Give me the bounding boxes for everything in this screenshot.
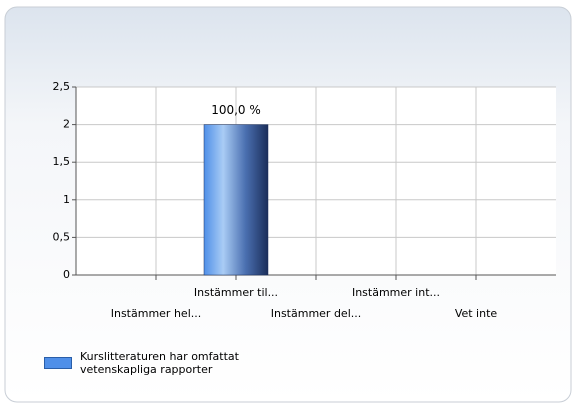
y-tick-label: 1 <box>63 193 70 206</box>
x-tick-label: Instämmer hel... <box>111 307 202 320</box>
y-tick-label: 0 <box>63 268 70 281</box>
y-tick-label: 1,5 <box>53 155 71 168</box>
x-tick-label: Instämmer del... <box>271 307 362 320</box>
legend: Kurslitteraturen har omfattat vetenskapl… <box>44 350 265 376</box>
y-tick-label: 0,5 <box>53 230 71 243</box>
y-tick-label: 2,5 <box>53 80 71 93</box>
legend-label: Kurslitteraturen har omfattat vetenskapl… <box>80 350 239 376</box>
x-tick-label: Instämmer til... <box>194 286 278 299</box>
y-tick-label: 2 <box>63 118 70 131</box>
bar <box>203 124 269 276</box>
legend-swatch <box>44 357 72 369</box>
x-tick-label: Vet inte <box>455 307 498 320</box>
x-tick-label: Instämmer int... <box>352 286 440 299</box>
data-label: 100,0 % <box>211 103 261 117</box>
